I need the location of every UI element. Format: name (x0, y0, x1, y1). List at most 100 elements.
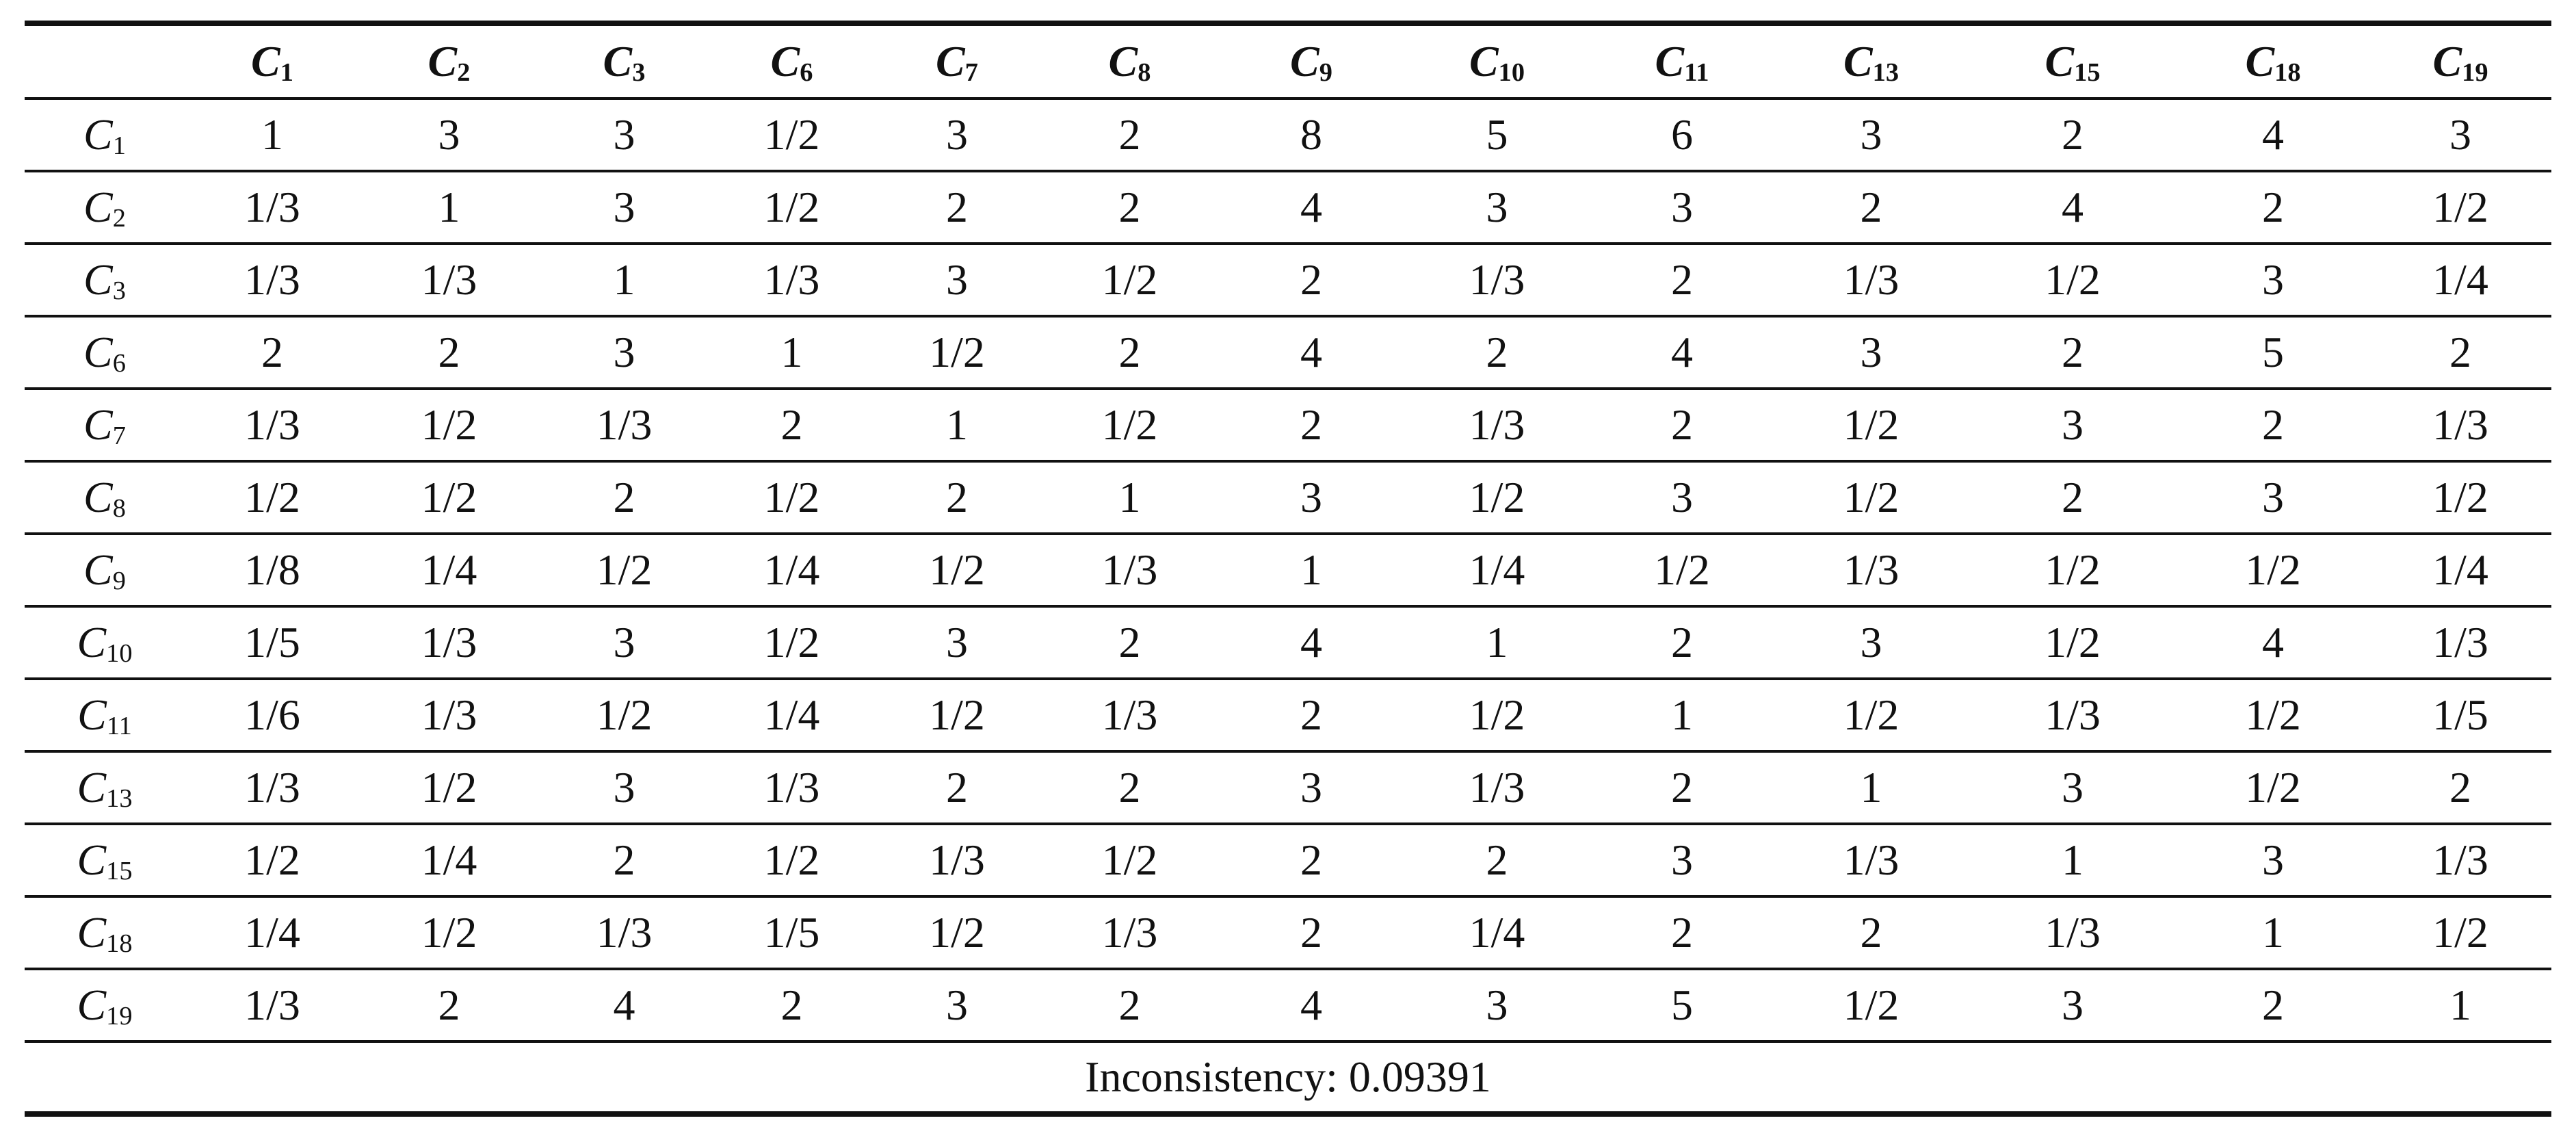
table-cell: 3 (873, 244, 1040, 318)
criterion-index: 15 (2074, 57, 2101, 87)
table-cell: 1/2 (2177, 679, 2369, 753)
table-cell: 3 (1969, 969, 2177, 1043)
table-cell: 3 (2369, 99, 2551, 172)
criterion-letter: C (2245, 37, 2275, 86)
table-body: C1 1 3 3 1/2 3 2 8 5 6 3 2 4 3 C2 1/3 1 3 1/2 2 2 4 3 3 2 4 2 1/2 C3… (25, 99, 2551, 1043)
table-cell: 2 (1774, 896, 1969, 970)
table-cell: 2 (185, 316, 360, 390)
criterion-letter: C (77, 618, 107, 666)
footer-cell: Inconsistency: 0.09391 (25, 1041, 2551, 1117)
criterion-letter: C (428, 37, 458, 86)
criterion-index: 19 (2462, 57, 2488, 87)
table-cell: 1/2 (1969, 534, 2177, 608)
table-cell: 1 (710, 316, 873, 390)
table-cell: 1/2 (1040, 244, 1219, 318)
table-cell: 1 (1969, 824, 2177, 898)
criterion-letter: C (77, 763, 107, 812)
table-cell: 3 (538, 171, 710, 245)
column-header: C2 (360, 21, 538, 100)
table-cell: 3 (1404, 171, 1590, 245)
table-cell: 4 (2177, 606, 2369, 680)
criterion-index: 3 (632, 57, 646, 87)
table-cell: 2 (1219, 389, 1404, 463)
table-cell: 1 (2369, 969, 2551, 1043)
table-cell: 1 (1774, 751, 1969, 825)
criterion-letter: C (83, 545, 113, 594)
table-cell: 1/2 (360, 751, 538, 825)
row-header: C15 (25, 824, 185, 898)
criterion-letter: C (1469, 37, 1499, 86)
table-cell: 2 (538, 824, 710, 898)
table-cell: 1 (1404, 606, 1590, 680)
row-header: C10 (25, 606, 185, 680)
table-cell: 5 (2177, 316, 2369, 390)
column-header: C18 (2177, 21, 2369, 100)
table-cell: 1/3 (1404, 244, 1590, 318)
criterion-letter: C (1655, 37, 1685, 86)
table-cell: 4 (538, 969, 710, 1043)
column-header: C3 (538, 21, 710, 100)
table-cell: 2 (1590, 896, 1774, 970)
table-cell: 1/2 (873, 896, 1040, 970)
table-cell: 3 (1219, 751, 1404, 825)
table-cell: 3 (1774, 606, 1969, 680)
table-cell: 4 (1219, 171, 1404, 245)
table-cell: 2 (1404, 824, 1590, 898)
table-cell: 4 (2177, 99, 2369, 172)
column-header: C13 (1774, 21, 1969, 100)
row-header: C8 (25, 461, 185, 535)
table-cell: 1/2 (1774, 679, 1969, 753)
criterion-index: 7 (112, 421, 126, 450)
row-header: C9 (25, 534, 185, 608)
criterion-letter: C (2432, 37, 2462, 86)
table-cell: 1/3 (2369, 606, 2551, 680)
table-cell: 1/5 (710, 896, 873, 970)
table-cell: 1/3 (185, 969, 360, 1043)
table-cell: 2 (360, 969, 538, 1043)
row-header: C2 (25, 171, 185, 245)
table-cell: 1/3 (538, 896, 710, 970)
table-cell: 4 (1219, 316, 1404, 390)
table-cell: 1/2 (1590, 534, 1774, 608)
criterion-letter: C (77, 835, 107, 884)
table-cell: 1/2 (1040, 389, 1219, 463)
criterion-letter: C (83, 255, 113, 304)
table-cell: 1/2 (1774, 389, 1969, 463)
table-row: C18 1/4 1/2 1/3 1/5 1/2 1/3 2 1/4 2 2 1/3 1 1/2 (25, 896, 2551, 970)
table-cell: 3 (1219, 461, 1404, 535)
criterion-index: 2 (457, 57, 471, 87)
table-cell: 1/3 (185, 389, 360, 463)
table-row: C19 1/3 2 4 2 3 2 4 3 5 1/2 3 2 1 (25, 969, 2551, 1043)
table-cell: 1 (1040, 461, 1219, 535)
column-header: C9 (1219, 21, 1404, 100)
table-cell: 1/2 (710, 461, 873, 535)
table-cell: 2 (538, 461, 710, 535)
table-cell: 1/2 (873, 534, 1040, 608)
corner-cell (25, 21, 185, 100)
table-cell: 2 (1040, 316, 1219, 390)
table-cell: 2 (2177, 171, 2369, 245)
table-cell: 1/2 (185, 461, 360, 535)
criterion-index: 3 (112, 276, 126, 305)
table-cell: 3 (873, 969, 1040, 1043)
table-cell: 1/2 (1969, 606, 2177, 680)
table-cell: 3 (2177, 244, 2369, 318)
table-cell: 1/3 (185, 244, 360, 318)
table-cell: 1/3 (1774, 824, 1969, 898)
table-cell: 1/8 (185, 534, 360, 608)
table-cell: 1/3 (873, 824, 1040, 898)
table-cell: 1/4 (1404, 896, 1590, 970)
table-cell: 1/2 (1404, 679, 1590, 753)
table-cell: 3 (2177, 461, 2369, 535)
table-cell: 1 (1219, 534, 1404, 608)
table-cell: 3 (538, 316, 710, 390)
table-cell: 4 (1590, 316, 1774, 390)
table-cell: 2 (1219, 824, 1404, 898)
table-row: C10 1/5 1/3 3 1/2 3 2 4 1 2 3 1/2 4 1/3 (25, 606, 2551, 680)
table-cell: 2 (1040, 99, 1219, 172)
column-header: C11 (1590, 21, 1774, 100)
table-cell: 1/3 (1969, 896, 2177, 970)
column-header: C7 (873, 21, 1040, 100)
criterion-index: 10 (106, 638, 133, 668)
